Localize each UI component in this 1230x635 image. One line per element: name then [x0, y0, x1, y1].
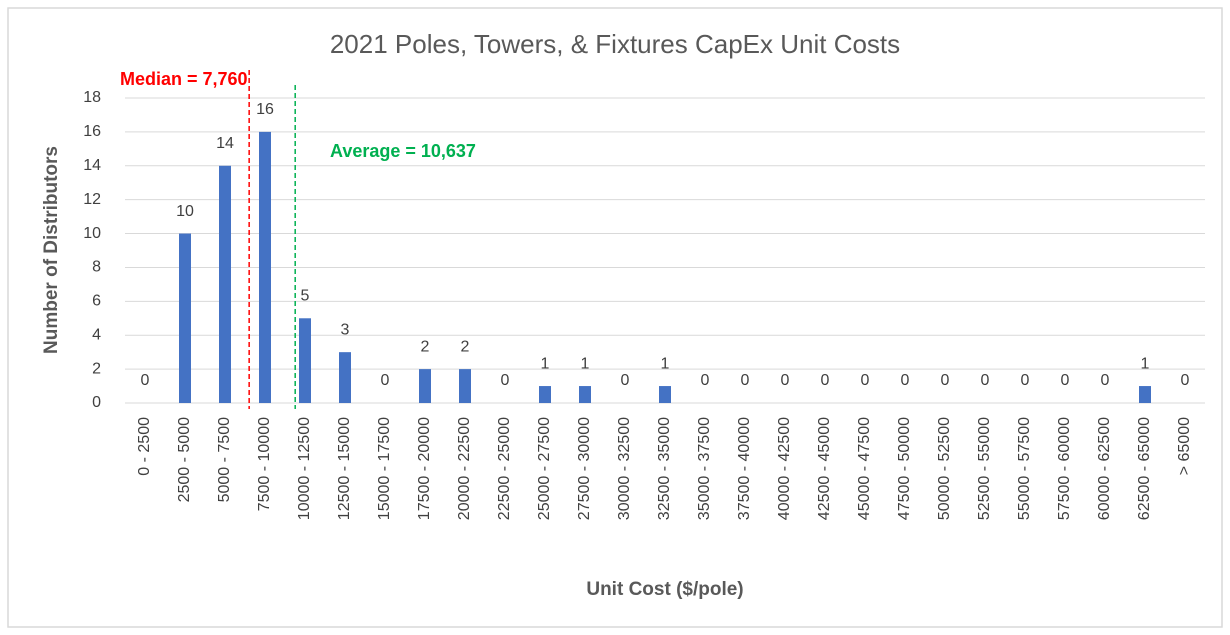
- y-tick-label: 4: [92, 326, 101, 343]
- data-label: 0: [621, 372, 630, 389]
- bar: [259, 131, 271, 403]
- y-tick-label: 6: [92, 293, 101, 310]
- x-tick-label: 17500 - 20000: [416, 417, 433, 520]
- x-tick-label: 5000 - 7500: [216, 417, 233, 503]
- data-label: 10: [176, 203, 194, 220]
- data-label: 5: [301, 287, 310, 304]
- x-tick-label: 7500 - 10000: [256, 417, 273, 511]
- bar: [1139, 386, 1151, 403]
- data-label: 0: [501, 372, 510, 389]
- data-label: 0: [701, 372, 710, 389]
- data-label: 14: [216, 135, 234, 152]
- bar: [299, 318, 311, 403]
- x-tick-label: 60000 - 62500: [1096, 417, 1113, 520]
- data-label: 0: [861, 372, 870, 389]
- bar: [219, 165, 231, 403]
- x-tick-label: 37500 - 40000: [736, 417, 753, 520]
- data-label: 0: [941, 372, 950, 389]
- x-tick-label: 52500 - 55000: [976, 417, 993, 520]
- chart-border: [7, 7, 1223, 628]
- annotation-label: Average = 10,637: [330, 141, 476, 161]
- annotation-label: Median = 7,760: [120, 69, 248, 89]
- x-tick-label: 32500 - 35000: [656, 417, 673, 520]
- y-tick-label: 18: [83, 89, 101, 106]
- data-label: 1: [541, 355, 550, 372]
- bar: [659, 386, 671, 403]
- x-tick-label: 42500 - 45000: [816, 417, 833, 520]
- chart-title: 2021 Poles, Towers, & Fixtures CapEx Uni…: [330, 29, 900, 59]
- data-label: 2: [461, 338, 470, 355]
- y-tick-label: 12: [83, 191, 101, 208]
- x-tick-label: 0 - 2500: [136, 417, 153, 476]
- data-label: 0: [381, 372, 390, 389]
- data-label: 0: [1021, 372, 1030, 389]
- x-tick-label: > 65000: [1176, 417, 1193, 475]
- y-tick-label: 2: [92, 360, 101, 377]
- bar: [419, 369, 431, 403]
- y-tick-label: 16: [83, 123, 101, 140]
- data-label: 0: [1101, 372, 1110, 389]
- x-tick-label: 25000 - 27500: [536, 417, 553, 520]
- x-tick-label: 35000 - 37500: [696, 417, 713, 520]
- x-tick-label: 12500 - 15000: [336, 417, 353, 520]
- data-label: 1: [1141, 355, 1150, 372]
- data-label: 0: [821, 372, 830, 389]
- x-tick-label: 50000 - 52500: [936, 417, 953, 520]
- y-tick-label: 0: [92, 394, 101, 411]
- data-label: 0: [1061, 372, 1070, 389]
- data-label: 1: [661, 355, 670, 372]
- y-tick-label: 14: [83, 157, 101, 174]
- data-label: 3: [341, 321, 350, 338]
- x-tick-label: 27500 - 30000: [576, 417, 593, 520]
- data-label: 0: [741, 372, 750, 389]
- x-tick-label: 22500 - 25000: [496, 417, 513, 520]
- x-tick-label: 20000 - 22500: [456, 417, 473, 520]
- data-label: 1: [581, 355, 590, 372]
- bar: [539, 386, 551, 403]
- bar: [579, 386, 591, 403]
- bar: [339, 352, 351, 403]
- bar: [459, 369, 471, 403]
- data-label: 0: [901, 372, 910, 389]
- data-label: 0: [1181, 372, 1190, 389]
- data-label: 16: [256, 101, 274, 118]
- x-tick-label: 2500 - 5000: [176, 417, 193, 503]
- x-axis-title: Unit Cost ($/pole): [586, 579, 743, 600]
- x-tick-label: 47500 - 50000: [896, 417, 913, 520]
- x-tick-label: 45000 - 47500: [856, 417, 873, 520]
- x-tick-label: 62500 - 65000: [1136, 417, 1153, 520]
- bar: [179, 233, 191, 403]
- data-label: 0: [141, 372, 150, 389]
- x-tick-label: 55000 - 57500: [1016, 417, 1033, 520]
- x-tick-label: 40000 - 42500: [776, 417, 793, 520]
- y-tick-label: 10: [83, 225, 101, 242]
- data-label: 0: [981, 372, 990, 389]
- y-axis-title: Number of Distributors: [41, 146, 62, 354]
- x-tick-label: 30000 - 32500: [616, 417, 633, 520]
- x-tick-label: 10000 - 12500: [296, 417, 313, 520]
- x-tick-label: 57500 - 60000: [1056, 417, 1073, 520]
- y-tick-label: 8: [92, 259, 101, 276]
- data-label: 2: [421, 338, 430, 355]
- x-tick-label: 15000 - 17500: [376, 417, 393, 520]
- data-label: 0: [781, 372, 790, 389]
